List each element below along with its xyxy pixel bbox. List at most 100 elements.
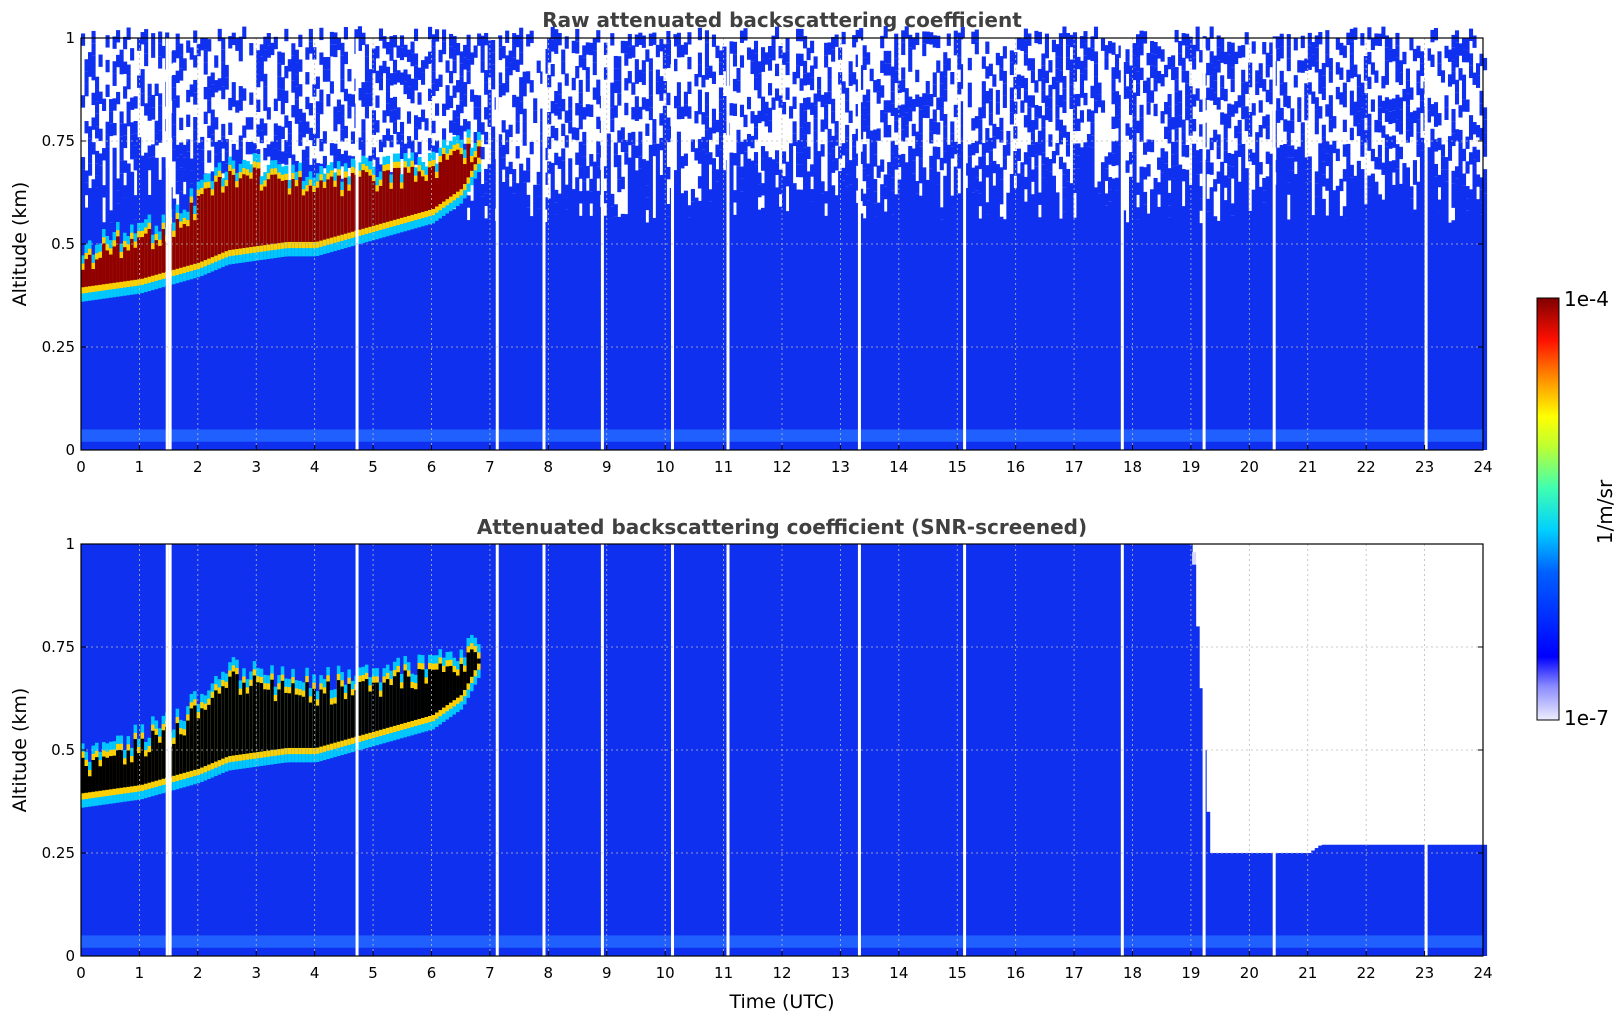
noise-cell [1314, 60, 1319, 73]
noise-cell [529, 30, 534, 44]
noise-cell [452, 60, 457, 74]
signal-column [172, 210, 177, 450]
noise-cell [459, 63, 464, 77]
noise-cell [1318, 69, 1323, 82]
noise-cell [547, 74, 552, 88]
noise-cell [484, 107, 489, 120]
noise-cell [1209, 63, 1214, 76]
cloud-core [375, 191, 380, 225]
cloud-core [266, 179, 271, 245]
noise-cell [1079, 60, 1085, 74]
noise-cell [1058, 119, 1063, 133]
signal-column [466, 544, 471, 956]
screened-x-axis-ticks: 0 1 2 3 4 5 6 7 8 9 10 11 12 13 14 15 16 17 18 19 20 21 22 23 24 [76, 951, 1493, 982]
noise-cell [491, 52, 496, 65]
noise-cell [1139, 67, 1144, 81]
noise-cell [512, 169, 517, 182]
noise-cell [463, 119, 468, 132]
noise-cell [1185, 107, 1190, 121]
signal-column [1227, 853, 1232, 956]
signal-column [1051, 175, 1056, 450]
cloud-core [385, 679, 391, 728]
cloud-core [147, 752, 152, 783]
signal-column [410, 214, 415, 450]
cloud-core [140, 738, 145, 785]
x-tick-label: 2 [193, 458, 203, 476]
noise-cell [378, 77, 384, 91]
signal-column [943, 175, 948, 450]
noise-cell [350, 94, 355, 107]
noise-cell [1293, 75, 1298, 88]
signal-column [701, 149, 706, 450]
noise-cell [568, 96, 573, 109]
noise-cell [1314, 35, 1319, 48]
noise-cell [1023, 115, 1028, 128]
noise-cell [1398, 60, 1403, 73]
noise-cell [98, 91, 103, 104]
noise-cell [561, 148, 566, 161]
cloud-core [466, 652, 471, 684]
cloud-core [133, 247, 138, 280]
cloud-core [340, 196, 345, 235]
noise-cell [1128, 77, 1134, 91]
cloud-core [249, 685, 254, 754]
signal-column [487, 164, 492, 450]
noise-cell [757, 73, 762, 87]
noise-cell [1093, 26, 1099, 40]
noise-cell [894, 144, 899, 158]
noise-cell [1311, 91, 1316, 104]
noise-cell [1318, 81, 1323, 94]
signal-column [971, 192, 976, 450]
noise-cell [540, 145, 545, 158]
noise-cell [252, 143, 257, 156]
noise-cell [498, 47, 503, 61]
noise-cell [277, 76, 282, 89]
noise-cell [179, 117, 184, 131]
noise-cell [88, 138, 93, 151]
noise-cell [750, 135, 755, 149]
noise-cell [505, 67, 510, 81]
noise-cell [743, 28, 748, 41]
noise-cell [1220, 112, 1225, 125]
noise-cell [634, 108, 639, 121]
noise-cell [925, 93, 930, 106]
noise-cell [687, 106, 692, 119]
signal-column [350, 193, 355, 451]
noise-cell [442, 29, 447, 42]
noise-cell [641, 72, 646, 85]
noise-cell [1335, 37, 1340, 50]
cloud-core [392, 676, 398, 726]
noise-cell [420, 109, 426, 122]
signal-column [760, 544, 766, 956]
signal-column [960, 163, 965, 451]
signal-column [1433, 844, 1439, 956]
signal-column [1044, 169, 1049, 450]
noise-cell [589, 178, 594, 192]
noise-cell [1367, 27, 1372, 40]
signal-column [711, 170, 717, 451]
noise-cell [704, 104, 709, 117]
signal-column [189, 183, 194, 450]
noise-cell [704, 129, 709, 142]
noise-cell [1167, 106, 1172, 119]
signal-column [1391, 844, 1396, 956]
noise-cell [1346, 69, 1351, 83]
noise-cell [673, 58, 678, 72]
signal-column [1048, 171, 1053, 451]
noise-cell [1223, 51, 1228, 65]
signal-column [1051, 544, 1056, 956]
noise-cell [1023, 53, 1028, 66]
noise-cell [739, 104, 745, 118]
noise-cell [1304, 169, 1309, 183]
signal-column [1143, 544, 1148, 956]
noise-cell [1255, 70, 1260, 83]
cloud-core [252, 675, 257, 753]
noise-cell [1479, 202, 1484, 215]
noise-cell [1150, 40, 1155, 54]
signal-column [1483, 844, 1488, 956]
noise-cell [466, 47, 471, 60]
noise-cell [943, 113, 948, 127]
noise-cell [883, 26, 888, 39]
signal-column [1374, 181, 1379, 450]
noise-cell [130, 122, 135, 135]
